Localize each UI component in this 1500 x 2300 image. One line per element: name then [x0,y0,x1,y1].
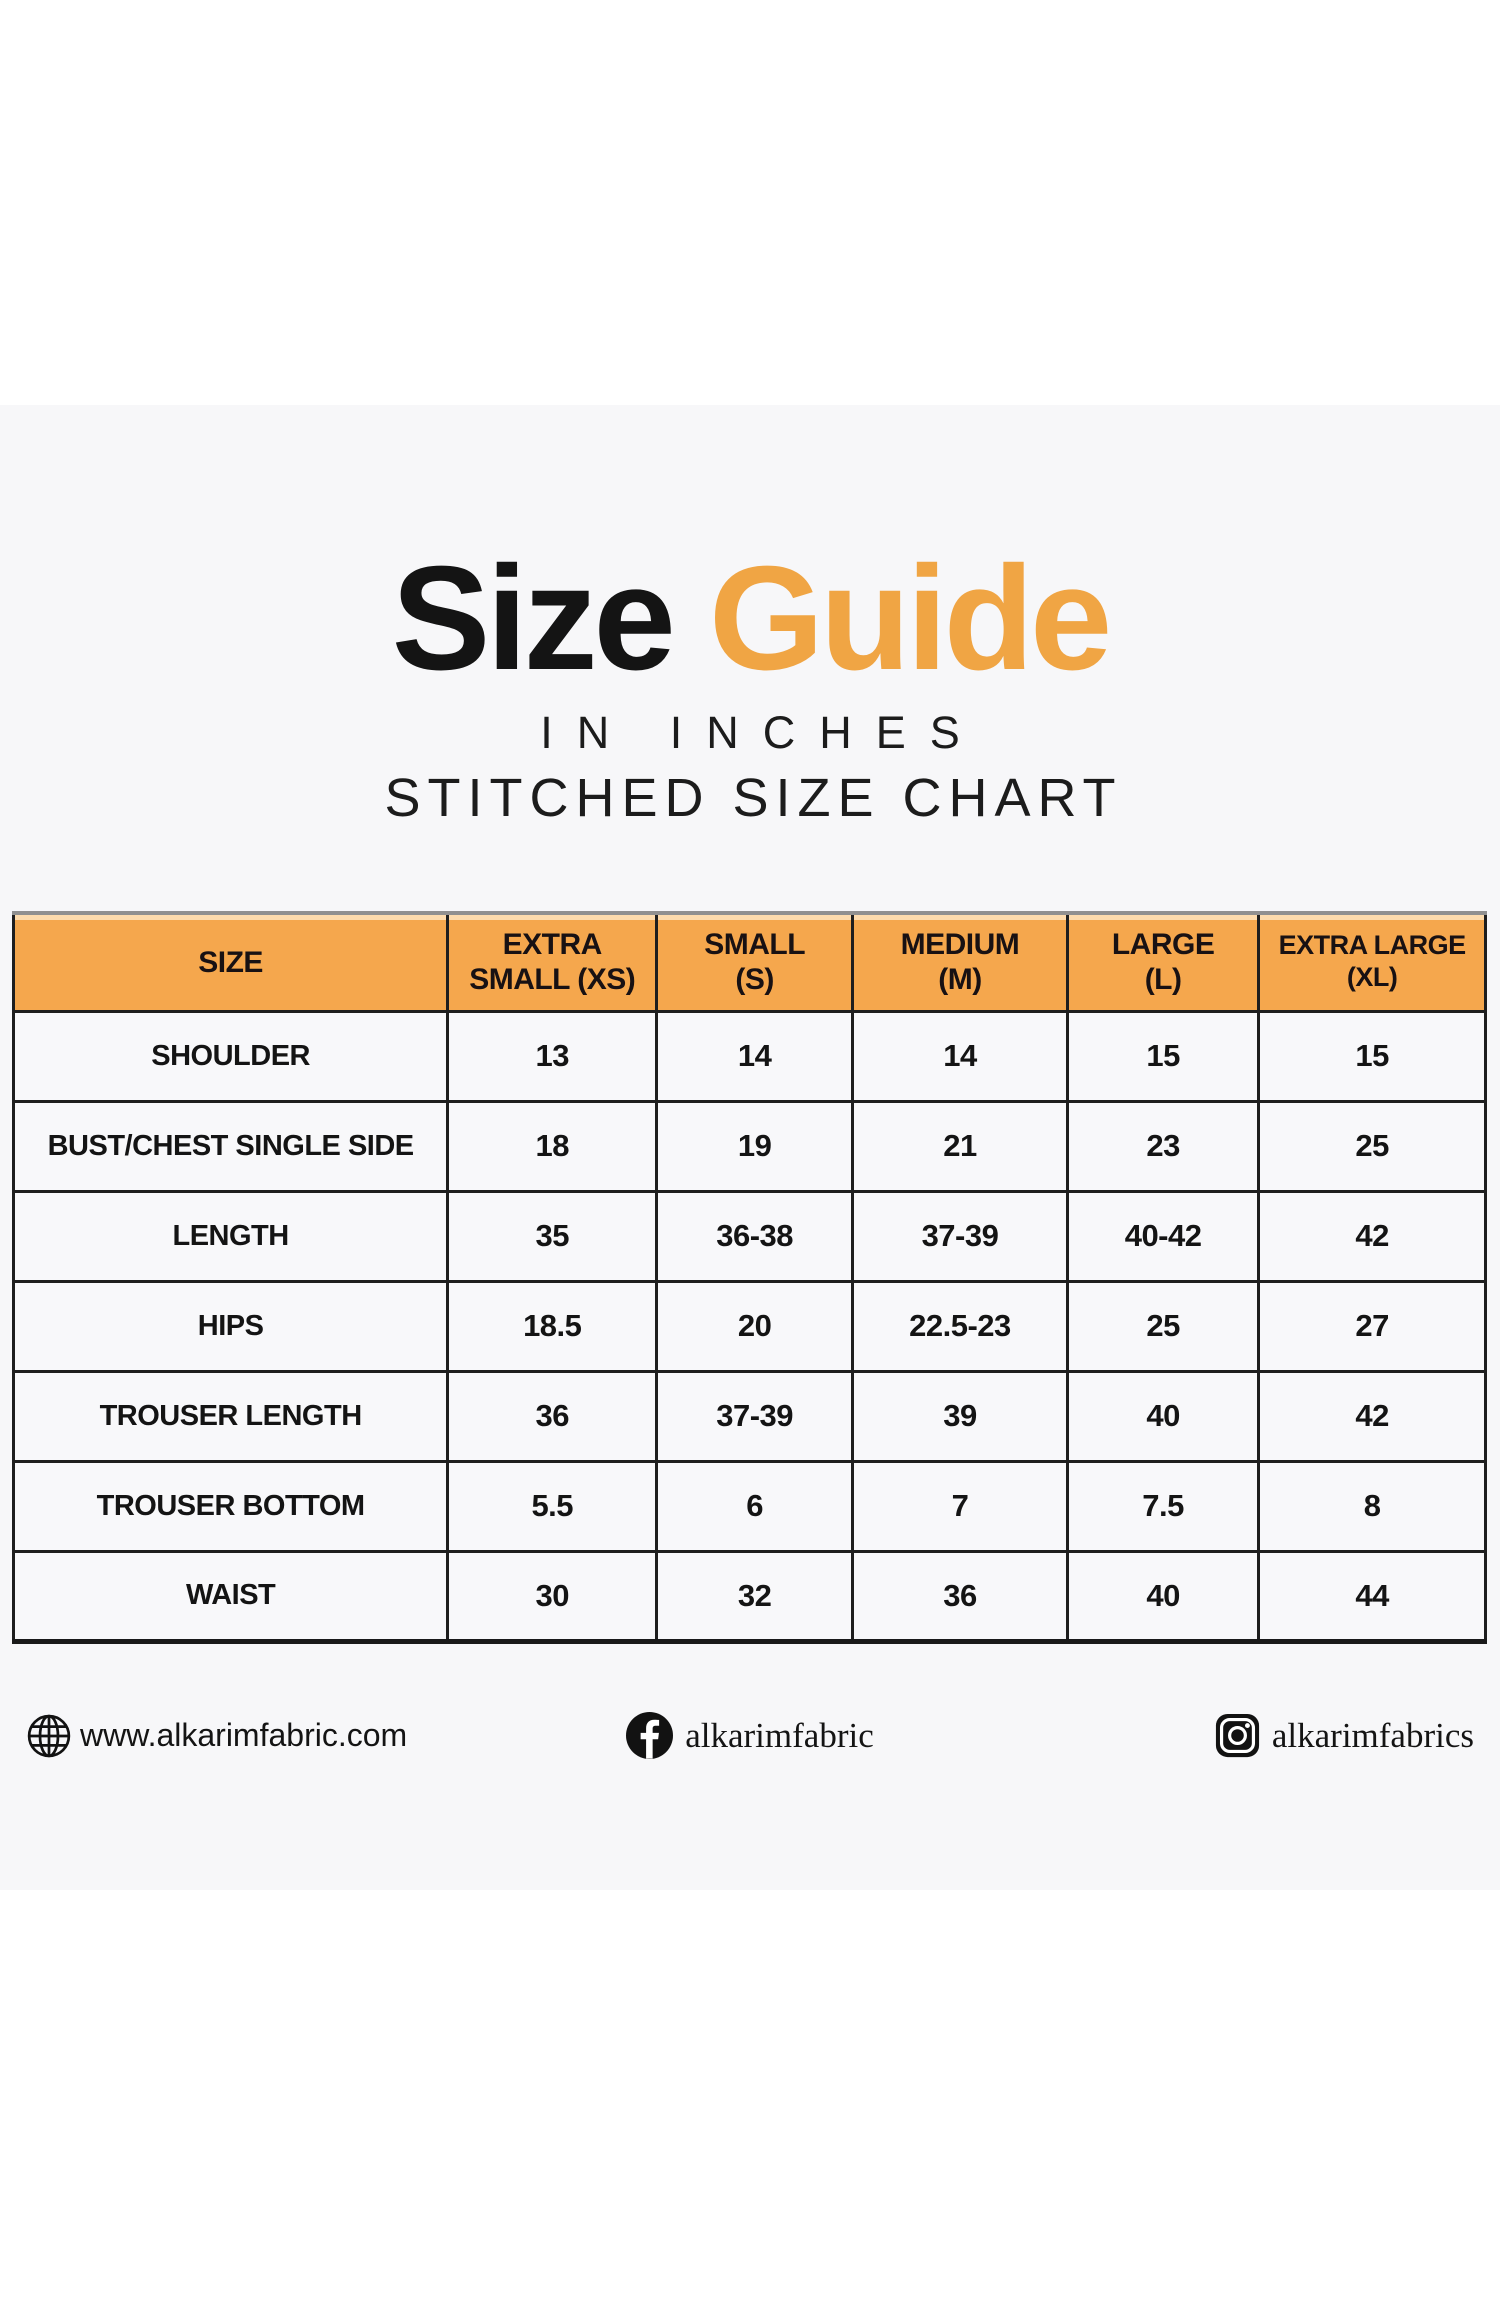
row-label: WAIST [11,1549,450,1644]
size-value: 7.5 [1065,1459,1261,1553]
size-value: 20 [655,1279,855,1373]
row-label: TROUSER BOTTOM [11,1459,450,1553]
footer-facebook: alkarimfabric [626,1712,874,1759]
facebook-handle: alkarimfabric [685,1715,874,1755]
size-value: 25 [1257,1099,1487,1193]
subtitle-stitched-size-chart: STITCHED SIZE CHART [384,768,1123,828]
row-label: BUST/CHEST SINGLE SIDE [11,1099,450,1193]
column-header-medium: MEDIUM (M) [851,911,1069,1013]
column-header-extra-large: EXTRA LARGE (XL) [1257,911,1487,1013]
table-row-bust-chest: BUST/CHEST SINGLE SIDE 18 19 21 23 25 [11,1099,1487,1193]
footer-website: www.alkarimfabric.com [26,1713,407,1759]
page-title: Size Guide [0,545,1500,693]
row-label: SHOULDER [11,1009,450,1103]
table-row-trouser-length: TROUSER LENGTH 36 37-39 39 40 42 [11,1369,1487,1463]
size-value: 14 [655,1009,855,1103]
title-word-guide: Guide [671,536,1112,701]
website-url: www.alkarimfabric.com [80,1717,408,1753]
size-value: 35 [446,1189,659,1283]
instagram-handle: alkarimfabrics [1271,1715,1474,1755]
size-value: 14 [851,1009,1069,1103]
row-label: LENGTH [11,1189,450,1283]
instagram-icon [1215,1713,1260,1758]
table-row-shoulder: SHOULDER 13 14 14 15 15 [11,1009,1487,1103]
size-value: 30 [446,1549,659,1644]
title-block: Size Guide IN INCHES STITCHED SIZE CHART [0,405,1500,829]
size-value: 7 [851,1459,1069,1553]
table-row-trouser-bottom: TROUSER BOTTOM 5.5 6 7 7.5 8 [11,1459,1487,1553]
size-value: 15 [1257,1009,1487,1103]
size-value: 37-39 [851,1189,1069,1283]
size-value: 5.5 [446,1459,659,1553]
size-value: 42 [1257,1369,1487,1463]
table-header-row: SIZE EXTRA SMALL (XS) SMALL (S) MEDIUM (… [11,911,1487,1013]
size-value: 15 [1065,1009,1261,1103]
title-word-size: Size [391,536,676,701]
size-value: 37-39 [655,1369,855,1463]
size-value: 39 [851,1369,1069,1463]
size-value: 44 [1257,1549,1487,1644]
size-value: 18.5 [446,1279,659,1373]
table-row-hips: HIPS 18.5 20 22.5-23 25 27 [11,1279,1487,1373]
size-value: 8 [1257,1459,1487,1553]
subtitle-in-inches: IN INCHES [540,707,984,758]
size-value: 18 [446,1099,659,1193]
size-value: 19 [655,1099,855,1193]
column-header-extra-small: EXTRA SMALL (XS) [446,911,659,1013]
row-label: HIPS [11,1279,450,1373]
size-value: 6 [655,1459,855,1553]
size-value: 21 [851,1099,1069,1193]
size-value: 40 [1065,1549,1261,1644]
table-row-waist: WAIST 30 32 36 40 44 [11,1549,1487,1644]
column-header-large: LARGE (L) [1065,911,1261,1013]
size-value: 23 [1065,1099,1261,1193]
row-label: TROUSER LENGTH [11,1369,450,1463]
column-header-small: SMALL (S) [655,911,855,1013]
facebook-icon [626,1712,674,1759]
size-value: 36-38 [655,1189,855,1283]
size-chart-table: SIZE EXTRA SMALL (XS) SMALL (S) MEDIUM (… [11,911,1487,1644]
size-value: 25 [1065,1279,1261,1373]
size-value: 32 [655,1549,855,1644]
content-band: Size Guide IN INCHES STITCHED SIZE CHART… [0,405,1500,1890]
column-header-size: SIZE [11,911,450,1013]
size-value: 36 [446,1369,659,1463]
size-value: 27 [1257,1279,1487,1373]
size-value: 22.5-23 [851,1279,1069,1373]
size-value: 40 [1065,1369,1261,1463]
footer: www.alkarimfabric.com alkarimfabric [0,1712,1500,1759]
size-value: 40-42 [1065,1189,1261,1283]
globe-icon [26,1713,72,1759]
size-value: 42 [1257,1189,1487,1283]
footer-instagram: alkarimfabrics [1215,1713,1474,1758]
table-row-length: LENGTH 35 36-38 37-39 40-42 42 [11,1189,1487,1283]
size-value: 13 [446,1009,659,1103]
size-value: 36 [851,1549,1069,1644]
